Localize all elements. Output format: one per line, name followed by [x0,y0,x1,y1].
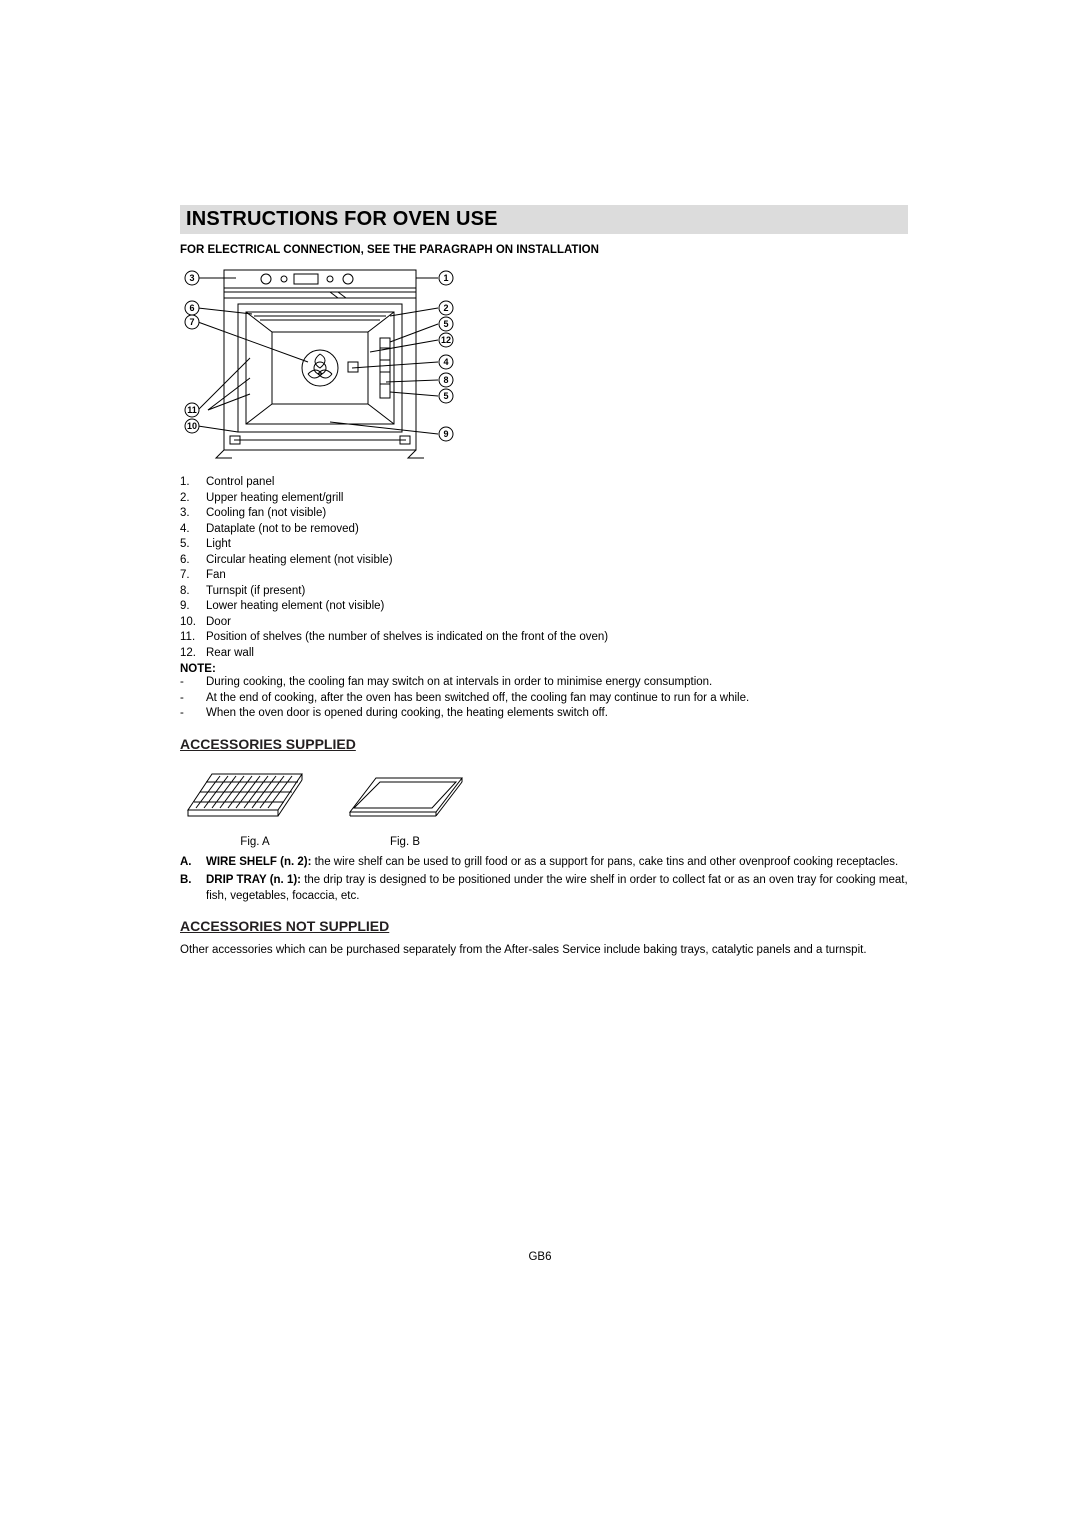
part-number: 5. [180,537,206,553]
svg-text:1: 1 [443,273,448,283]
note-dash: - [180,691,206,707]
part-label: Turnspit (if present) [206,584,908,600]
accessory-text: WIRE SHELF (n. 2): the wire shelf can be… [206,854,908,870]
accessory-figures [180,760,908,830]
note-dash: - [180,675,206,691]
fig-a-label: Fig. A [180,836,330,848]
part-number: 11. [180,630,206,646]
accessory-item: A.WIRE SHELF (n. 2): the wire shelf can … [180,854,908,870]
part-number: 3. [180,506,206,522]
part-label: Circular heating element (not visible) [206,553,908,569]
parts-legend-row: 3.Cooling fan (not visible) [180,506,908,522]
svg-text:3: 3 [189,273,194,283]
connection-subhead: FOR ELECTRICAL CONNECTION, SEE THE PARAG… [180,244,908,256]
part-label: Position of shelves (the number of shelv… [206,630,908,646]
note-label: NOTE: [180,663,908,675]
part-label: Upper heating element/grill [206,491,908,507]
svg-text:2: 2 [443,303,448,313]
accessory-key: A. [180,854,206,870]
accessories-not-supplied-text: Other accessories which can be purchased… [180,942,908,958]
part-label: Rear wall [206,646,908,662]
parts-legend-row: 7.Fan [180,568,908,584]
part-label: Control panel [206,475,908,491]
part-label: Lower heating element (not visible) [206,599,908,615]
parts-legend-row: 8.Turnspit (if present) [180,584,908,600]
parts-legend-row: 5.Light [180,537,908,553]
part-number: 9. [180,599,206,615]
page-title: INSTRUCTIONS FOR OVEN USE [186,208,902,231]
figure-labels: Fig. A Fig. B [180,836,908,848]
part-number: 12. [180,646,206,662]
svg-text:7: 7 [189,317,194,327]
svg-text:4: 4 [443,357,448,367]
oven-diagram: 3671110 125124859 [180,262,908,467]
part-label: Light [206,537,908,553]
part-label: Fan [206,568,908,584]
fig-b-label: Fig. B [330,836,480,848]
parts-legend-row: 12.Rear wall [180,646,908,662]
note-text: During cooking, the cooling fan may swit… [206,675,712,691]
svg-text:11: 11 [187,405,197,415]
accessories-supplied-heading: ACCESSORIES SUPPLIED [180,736,908,752]
svg-text:5: 5 [443,391,448,401]
svg-text:12: 12 [441,335,451,345]
part-number: 10. [180,615,206,631]
note-list: -During cooking, the cooling fan may swi… [180,675,908,722]
accessories-not-supplied-heading: ACCESSORIES NOT SUPPLIED [180,918,908,934]
part-label: Dataplate (not to be removed) [206,522,908,538]
part-number: 4. [180,522,206,538]
part-label: Cooling fan (not visible) [206,506,908,522]
note-row: -During cooking, the cooling fan may swi… [180,675,908,691]
accessory-descriptions: A.WIRE SHELF (n. 2): the wire shelf can … [180,854,908,904]
parts-legend-row: 10.Door [180,615,908,631]
parts-legend-row: 6.Circular heating element (not visible) [180,553,908,569]
part-number: 2. [180,491,206,507]
svg-text:5: 5 [443,319,448,329]
parts-legend-row: 4.Dataplate (not to be removed) [180,522,908,538]
part-number: 8. [180,584,206,600]
note-text: When the oven door is opened during cook… [206,706,608,722]
accessory-text: DRIP TRAY (n. 1): the drip tray is desig… [206,872,908,904]
svg-text:10: 10 [187,421,197,431]
note-dash: - [180,706,206,722]
svg-text:9: 9 [443,429,448,439]
wire-shelf-figure [180,760,310,830]
note-row: -At the end of cooking, after the oven h… [180,691,908,707]
note-row: -When the oven door is opened during coo… [180,706,908,722]
drip-tray-figure [340,760,470,830]
part-number: 1. [180,475,206,491]
parts-legend-row: 9.Lower heating element (not visible) [180,599,908,615]
page-number: GB6 [0,1251,1080,1263]
parts-legend-row: 11.Position of shelves (the number of sh… [180,630,908,646]
parts-legend: 1.Control panel2.Upper heating element/g… [180,475,908,661]
accessory-key: B. [180,872,206,904]
part-label: Door [206,615,908,631]
svg-text:6: 6 [189,303,194,313]
title-bar: INSTRUCTIONS FOR OVEN USE [180,205,908,234]
accessory-item: B.DRIP TRAY (n. 1): the drip tray is des… [180,872,908,904]
note-text: At the end of cooking, after the oven ha… [206,691,749,707]
svg-text:8: 8 [443,375,448,385]
part-number: 7. [180,568,206,584]
part-number: 6. [180,553,206,569]
parts-legend-row: 2.Upper heating element/grill [180,491,908,507]
parts-legend-row: 1.Control panel [180,475,908,491]
